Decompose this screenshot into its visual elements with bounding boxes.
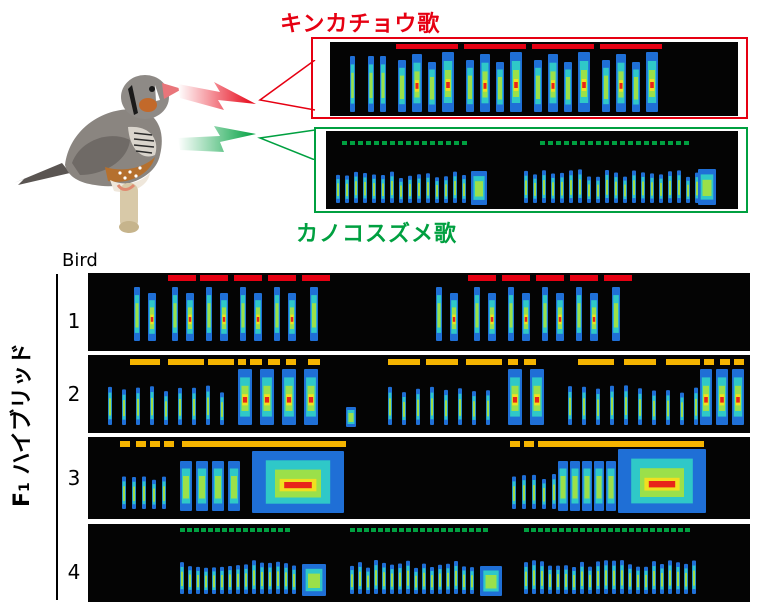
song-arrows xyxy=(178,82,256,152)
connector-lines xyxy=(257,60,316,160)
zebra-finch-spectrogram-frame xyxy=(311,37,748,119)
zebra-finch-image xyxy=(14,75,182,233)
bird-3-number: 3 xyxy=(67,466,81,490)
bird-4-spectrogram xyxy=(88,524,750,602)
bird-header: Bird xyxy=(62,250,98,271)
f1-hybrid-label: F1 ハイブリッド xyxy=(10,342,35,508)
bird-3-spectrogram xyxy=(88,437,750,519)
red-arrow-icon xyxy=(178,82,256,110)
green-arrow-icon xyxy=(178,126,256,152)
zebra-finch-song-label: キンカチョウ歌 xyxy=(280,12,441,37)
bird-2-spectrogram xyxy=(88,355,750,433)
bird-2-number: 2 xyxy=(67,382,81,406)
munia-spectrogram-frame xyxy=(314,127,748,213)
munia-spectrogram xyxy=(326,131,738,209)
zebra-finch-spectrogram xyxy=(330,42,738,116)
munia-song-label: カノコスズメ歌 xyxy=(296,222,458,247)
bird-1-number: 1 xyxy=(67,309,81,333)
f1-axis-line xyxy=(56,274,58,600)
bird-4-number: 4 xyxy=(67,560,81,584)
bird-1-spectrogram xyxy=(88,273,750,351)
